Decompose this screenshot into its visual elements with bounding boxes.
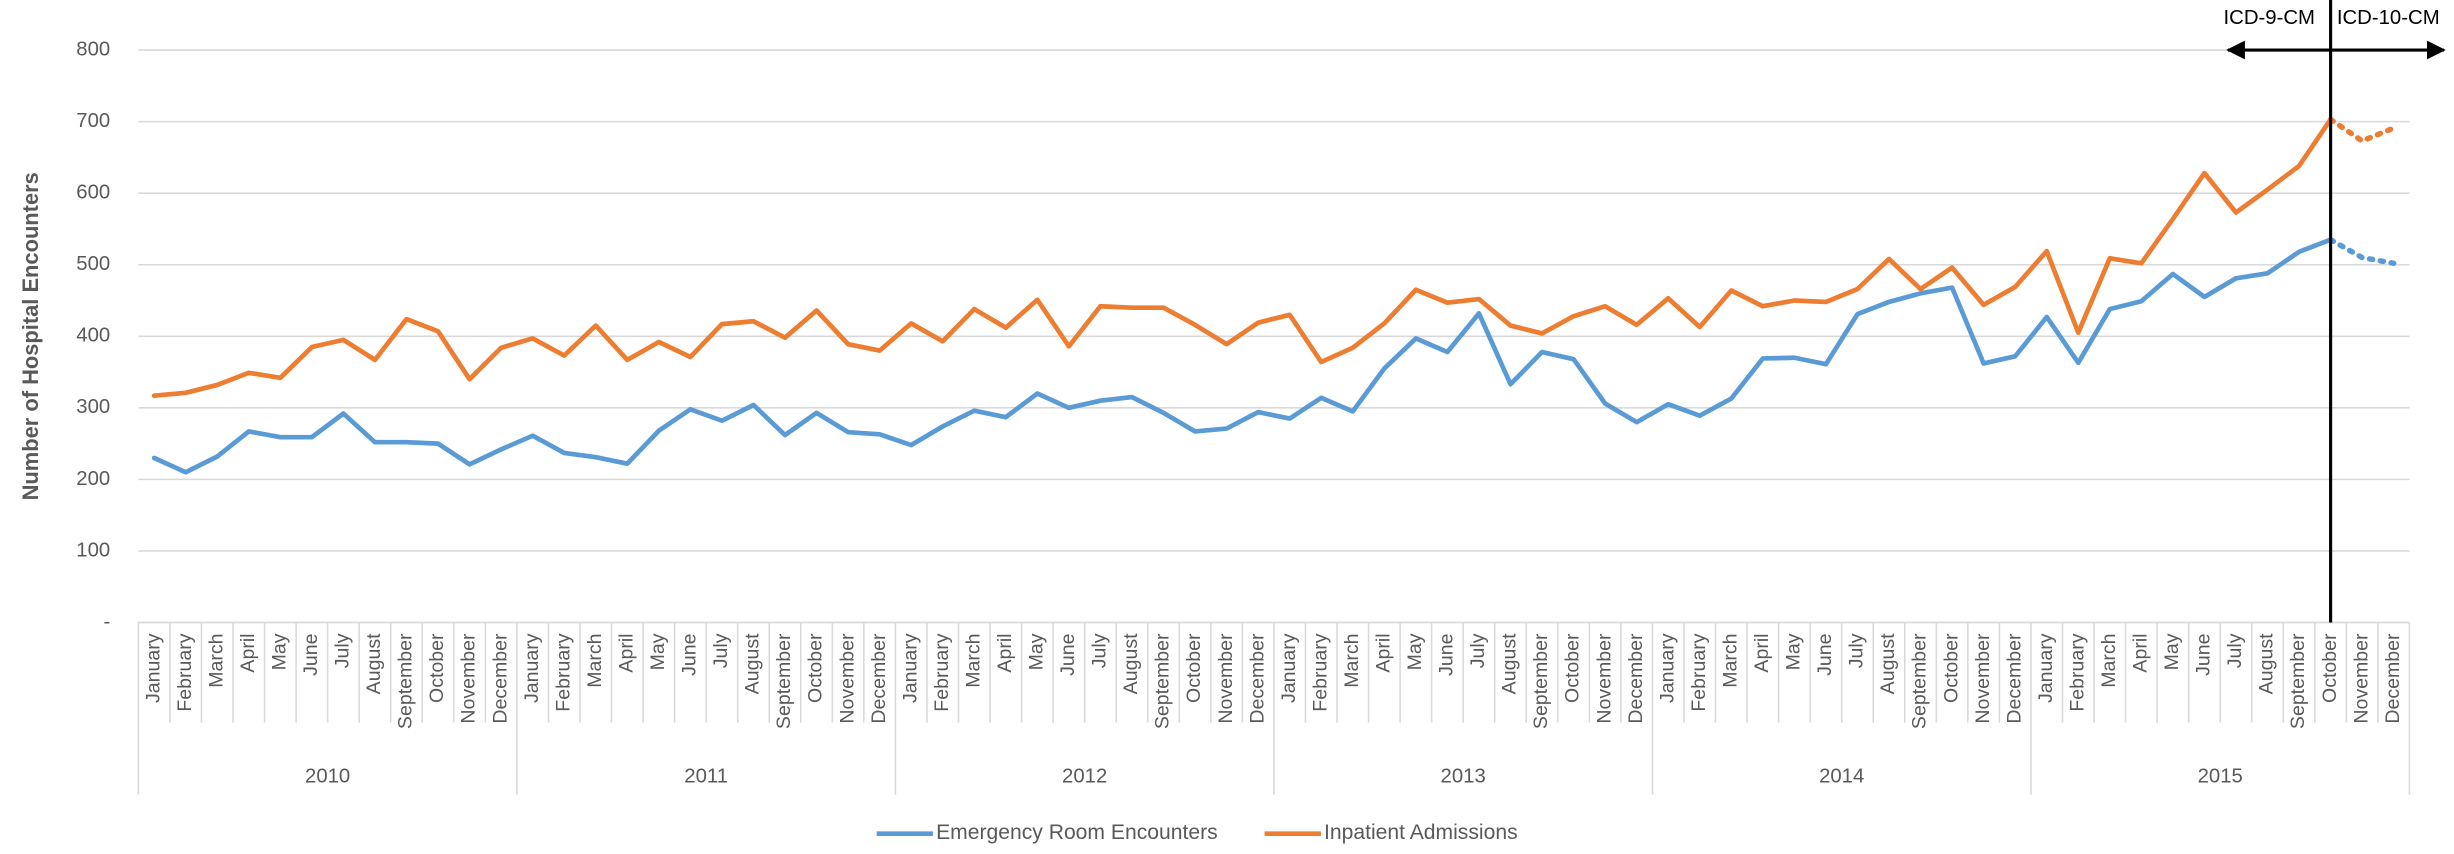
- x-tick-label: November: [1593, 633, 1615, 724]
- y-tick-label: 400: [76, 325, 110, 347]
- x-group-label: 2011: [684, 766, 728, 788]
- x-tick-label: October: [1562, 633, 1584, 703]
- y-tick-label: 800: [76, 38, 110, 60]
- x-tick-label: June: [1057, 633, 1079, 675]
- x-tick-label: February: [2066, 633, 2088, 711]
- x-tick-label: August: [1877, 633, 1899, 694]
- x-tick-label: October: [426, 633, 448, 703]
- legend-label: Inpatient Admissions: [1324, 821, 1518, 844]
- x-group-label: 2013: [1441, 766, 1486, 788]
- x-tick-label: July: [1467, 633, 1489, 668]
- x-tick-label: November: [1215, 633, 1237, 724]
- x-tick-label: November: [836, 633, 858, 724]
- x-tick-label: April: [994, 633, 1016, 672]
- x-tick-label: December: [1246, 633, 1268, 724]
- x-tick-label: February: [174, 633, 196, 711]
- x-tick-label: October: [805, 633, 827, 703]
- x-tick-label: April: [237, 633, 259, 672]
- y-tick-label: 200: [76, 468, 110, 490]
- x-tick-label: September: [1152, 633, 1174, 729]
- x-tick-label: March: [962, 633, 984, 687]
- x-tick-label: February: [1688, 633, 1710, 711]
- x-tick-label: March: [1341, 633, 1363, 687]
- x-tick-label: May: [1404, 633, 1426, 670]
- x-tick-label: July: [1846, 633, 1868, 668]
- x-tick-label: May: [2161, 633, 2183, 670]
- x-tick-label: July: [2224, 633, 2246, 668]
- x-tick-label: August: [1120, 633, 1142, 694]
- x-tick-label: November: [2350, 633, 2372, 724]
- y-axis-label: Number of Hospital Encounters: [18, 172, 43, 500]
- x-tick-label: February: [931, 633, 953, 711]
- x-tick-label: May: [1783, 633, 1805, 670]
- series-line: [151, 237, 2333, 475]
- x-tick-label: July: [332, 633, 354, 668]
- x-group-label: 2012: [1062, 766, 1107, 788]
- x-tick-label: January: [1656, 633, 1678, 703]
- series-line-projected: [2327, 236, 2397, 267]
- x-tick-label: June: [1436, 633, 1458, 675]
- x-tick-label: June: [2193, 633, 2215, 675]
- x-tick-label: December: [868, 633, 890, 724]
- x-tick-label: August: [742, 633, 764, 694]
- x-tick-label: April: [615, 633, 637, 672]
- y-tick-label: 500: [76, 253, 110, 275]
- x-tick-label: June: [679, 633, 701, 675]
- x-tick-label: March: [1719, 633, 1741, 687]
- y-tick-label: 600: [76, 182, 110, 204]
- x-tick-label: September: [1909, 633, 1931, 729]
- x-group-label: 2010: [305, 766, 350, 788]
- x-tick-label: February: [552, 633, 574, 711]
- series-line-projected: [2327, 116, 2397, 144]
- x-tick-label: December: [1625, 633, 1647, 724]
- x-tick-label: December: [2382, 633, 2404, 724]
- annotation-label: ICD-9-CM: [2223, 7, 2314, 29]
- annotation-label: ICD-10-CM: [2337, 7, 2440, 29]
- x-tick-label: March: [205, 633, 227, 687]
- x-tick-label: April: [1372, 633, 1394, 672]
- x-tick-label: June: [300, 633, 322, 675]
- x-tick-label: July: [710, 633, 732, 668]
- x-tick-label: April: [1751, 633, 1773, 672]
- series-line: [151, 117, 2333, 399]
- x-tick-label: September: [1530, 633, 1552, 729]
- x-tick-label: February: [1309, 633, 1331, 711]
- x-tick-label: December: [2003, 633, 2025, 724]
- x-tick-label: August: [2256, 633, 2278, 694]
- y-tick-label: 700: [76, 110, 110, 132]
- x-group-label: 2015: [2198, 766, 2243, 788]
- x-tick-label: January: [1278, 633, 1300, 703]
- x-tick-label: September: [773, 633, 795, 729]
- x-tick-label: August: [363, 633, 385, 694]
- x-tick-label: May: [1026, 633, 1048, 670]
- y-tick-label: 100: [76, 539, 110, 561]
- y-tick-label: 300: [76, 396, 110, 418]
- x-tick-label: January: [142, 633, 164, 703]
- x-tick-label: June: [1814, 633, 1836, 675]
- x-tick-label: September: [395, 633, 417, 729]
- x-tick-label: July: [1089, 633, 1111, 668]
- x-tick-label: May: [268, 633, 290, 670]
- x-tick-label: March: [584, 633, 606, 687]
- y-tick-label: -: [103, 611, 110, 633]
- legend-label: Emergency Room Encounters: [936, 821, 1218, 844]
- x-tick-label: December: [489, 633, 511, 724]
- x-tick-label: April: [2130, 633, 2152, 672]
- x-tick-label: January: [521, 633, 543, 703]
- x-tick-label: November: [1972, 633, 1994, 724]
- x-tick-label: August: [1499, 633, 1521, 694]
- x-group-label: 2014: [1819, 766, 1864, 788]
- x-tick-label: January: [899, 633, 921, 703]
- x-tick-label: November: [458, 633, 480, 724]
- x-tick-label: March: [2098, 633, 2120, 687]
- x-tick-label: May: [647, 633, 669, 670]
- x-tick-label: October: [1940, 633, 1962, 703]
- x-tick-label: January: [2035, 633, 2057, 703]
- x-tick-label: October: [1183, 633, 1205, 703]
- x-tick-label: October: [2319, 633, 2341, 703]
- x-tick-label: September: [2287, 633, 2309, 729]
